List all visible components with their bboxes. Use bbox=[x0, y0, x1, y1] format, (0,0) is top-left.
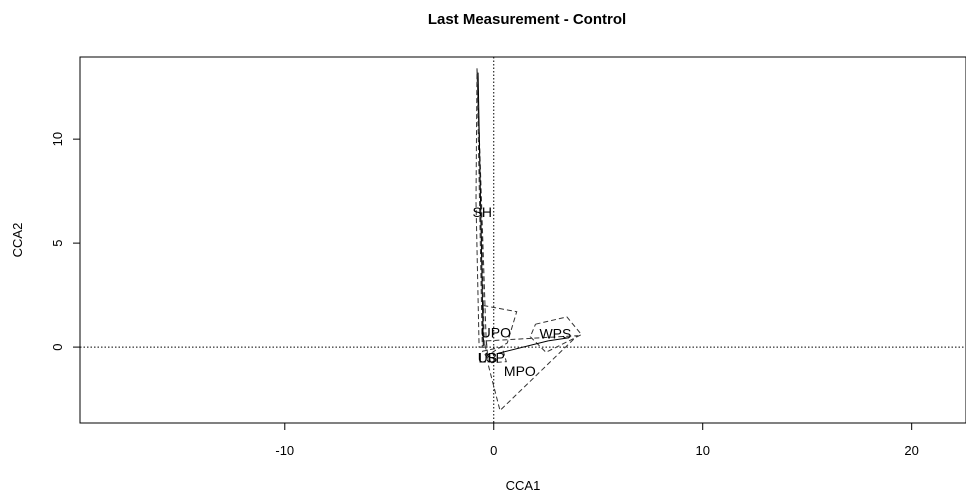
plot-frame bbox=[79, 56, 966, 424]
label-ub: UB bbox=[478, 349, 497, 365]
y-tick-label-1: 5 bbox=[50, 240, 65, 247]
spider-segment-1 bbox=[497, 340, 549, 354]
label-wps: WPS bbox=[539, 326, 571, 342]
x-axis: -10 0 10 20 bbox=[275, 423, 919, 458]
hull-upo-2 bbox=[481, 305, 518, 357]
y-tick-label-2: 10 bbox=[50, 132, 65, 146]
y-tick-label-0: 0 bbox=[50, 343, 65, 350]
spider-segment-2 bbox=[548, 337, 570, 342]
label-mpo: MPO bbox=[504, 363, 536, 379]
spider-segment-0 bbox=[477, 72, 484, 347]
chart-title: Last Measurement - Control bbox=[428, 11, 626, 28]
x-tick-label-3: 20 bbox=[904, 443, 918, 458]
hull-wps-3 bbox=[529, 316, 583, 353]
label-sh: SH bbox=[473, 204, 492, 220]
x-tick-label-1: 0 bbox=[490, 443, 497, 458]
x-tick-label-2: 10 bbox=[695, 443, 709, 458]
x-axis-label: CCA1 bbox=[506, 478, 541, 493]
hull-mpo-4 bbox=[485, 335, 579, 412]
x-tick-label-0: -10 bbox=[275, 443, 294, 458]
y-axis-label: CCA2 bbox=[10, 223, 25, 258]
hull-sh-1 bbox=[475, 68, 485, 348]
label-lsp: LSP bbox=[478, 349, 504, 365]
y-axis: 0 5 10 bbox=[50, 132, 80, 351]
label-upo: UPO bbox=[481, 325, 511, 341]
hull-lsp-5 bbox=[481, 346, 507, 364]
